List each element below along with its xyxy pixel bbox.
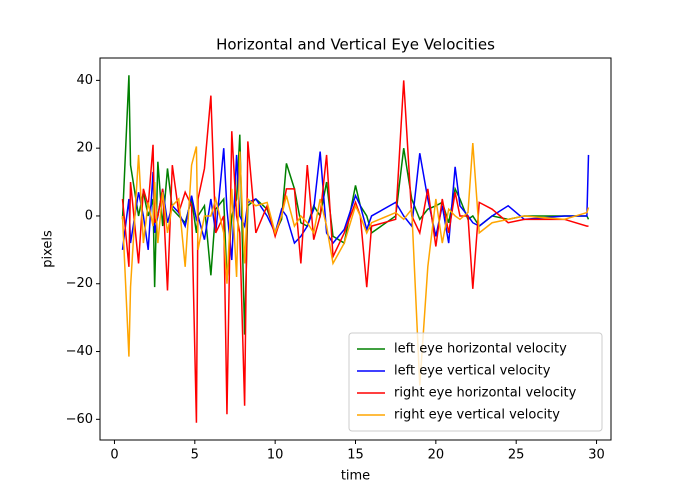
chart-title: Horizontal and Vertical Eye Velocities (216, 36, 495, 54)
y-axis-label: pixels (41, 230, 56, 268)
x-axis-label: time (341, 469, 370, 484)
x-tick-label: 10 (267, 448, 284, 463)
legend-label: right eye horizontal velocity (394, 386, 577, 401)
y-tick-label: −40 (66, 344, 93, 359)
legend-label: left eye vertical velocity (394, 364, 551, 379)
y-tick-label: 0 (85, 208, 93, 223)
plot-frame (99, 57, 612, 441)
legend-box (348, 332, 603, 432)
x-tick-label: 5 (191, 448, 199, 463)
series-line (121, 80, 589, 423)
x-tick-label: 30 (588, 448, 605, 463)
y-tick-label: −20 (66, 276, 93, 291)
x-tick-label: 0 (110, 448, 118, 463)
x-tick-label: 15 (347, 448, 364, 463)
y-tick-label: 20 (76, 141, 93, 156)
y-tick-label: −60 (66, 412, 93, 427)
series-line (121, 148, 590, 261)
legend-label: left eye horizontal velocity (394, 342, 567, 357)
x-tick-label: 20 (428, 448, 445, 463)
legend-label: right eye vertical velocity (394, 408, 560, 423)
series-line (121, 143, 590, 386)
x-tick-label: 25 (508, 448, 525, 463)
y-tick-label: 40 (76, 73, 93, 88)
